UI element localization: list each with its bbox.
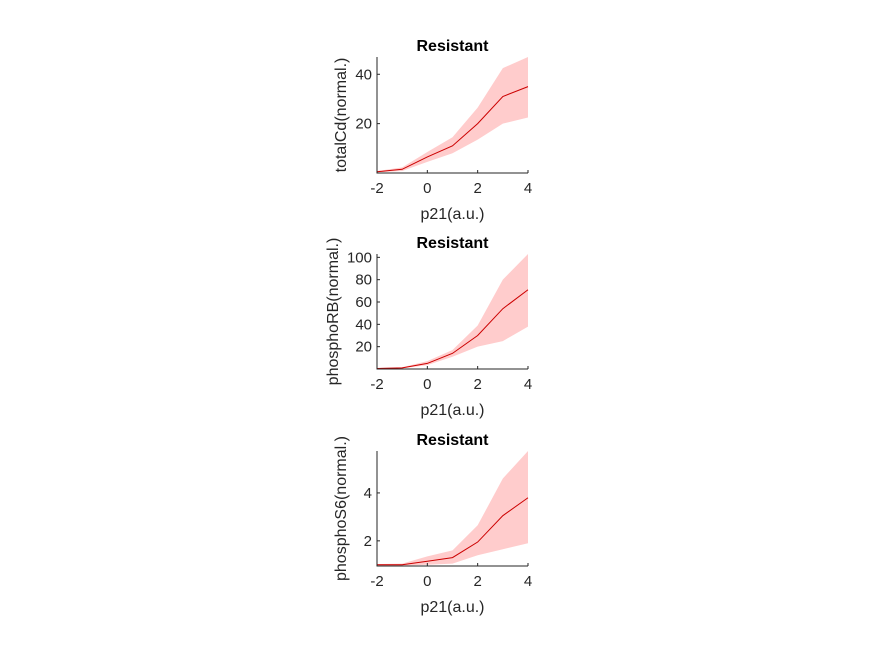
x-tick-label: -2 <box>370 376 383 393</box>
y-tick-label: 40 <box>355 316 372 333</box>
x-tick-label: 0 <box>423 180 431 197</box>
x-tick-label: 0 <box>423 573 431 590</box>
x-tick-label: 0 <box>423 376 431 393</box>
series-line <box>377 497 529 566</box>
x-axis-label: p21(a.u.) <box>420 402 484 419</box>
x-tick-label: 2 <box>473 376 481 393</box>
y-tick-label: 4 <box>364 485 372 502</box>
chart-title: Resistant <box>416 432 489 449</box>
y-tick-label: 2 <box>364 533 372 550</box>
y-axis-label: totalCd(normal.) <box>333 58 350 173</box>
series-line <box>376 86 529 173</box>
x-tick-label: 2 <box>473 573 481 590</box>
x-axis-label: p21(a.u.) <box>420 599 484 616</box>
y-tick-label: 20 <box>355 116 372 133</box>
chart-title: Resistant <box>416 235 489 252</box>
y-tick-label: 100 <box>347 249 372 266</box>
y-tick-label: 20 <box>355 339 372 356</box>
y-axis-label: phosphoS6(normal.) <box>333 436 350 581</box>
x-tick-label: -2 <box>370 573 383 590</box>
x-tick-label: 4 <box>524 180 532 197</box>
y-tick-label: 40 <box>355 66 372 83</box>
confidence-band <box>377 254 528 369</box>
y-axis-label: phosphoRB(normal.) <box>325 238 342 386</box>
x-tick-label: 4 <box>524 376 532 393</box>
y-tick-label: 60 <box>355 294 372 311</box>
series-line <box>376 289 529 369</box>
x-tick-label: 2 <box>473 180 481 197</box>
confidence-band <box>377 57 528 173</box>
x-axis-label: p21(a.u.) <box>420 206 484 223</box>
chart-panel-1: -2 0 2 4 20 40 Resistant p21(a.u.) totalCd(norma… <box>333 38 532 223</box>
x-tick-label: -2 <box>370 180 383 197</box>
confidence-band <box>377 451 528 566</box>
x-tick-label: 4 <box>524 573 532 590</box>
chart-panel-3: -2 0 2 4 2 4 Resistant p21(a.u.) phosphoS6(norma… <box>333 432 532 616</box>
chart-panel-2: -2 0 2 4 20 40 60 80 100 Resistant p21(a.u.) phosph… <box>325 235 532 419</box>
y-tick-label: 80 <box>355 272 372 289</box>
chart-title: Resistant <box>416 38 489 55</box>
